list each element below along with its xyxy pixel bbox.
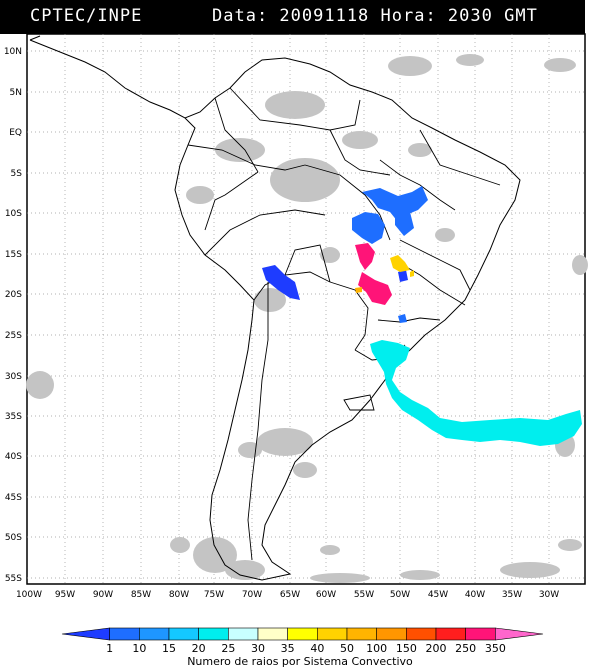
- legend-tick-labels: 1 10 15 20 25 30 35 40 50 100 150 200 250 350: [106, 642, 506, 655]
- source-label: CPTEC/INPE: [30, 6, 143, 26]
- legend-tick: 1: [106, 642, 113, 655]
- x-tick: 90W: [93, 590, 113, 600]
- legend-swatch: [257, 627, 288, 641]
- legend-tick: 10: [132, 642, 146, 655]
- legend-swatch: [139, 627, 170, 641]
- y-tick: 40S: [5, 452, 22, 462]
- legend-tick: 30: [251, 642, 265, 655]
- x-tick: 30W: [539, 590, 559, 600]
- legend-swatch: [495, 627, 544, 641]
- legend-swatch: [435, 627, 466, 641]
- legend-tick: 250: [455, 642, 476, 655]
- legend-tick: 20: [192, 642, 206, 655]
- x-axis-labels: 100W 95W 90W 85W 80W 75W 70W 65W 60W 55W…: [16, 590, 559, 600]
- x-tick: 70W: [242, 590, 262, 600]
- x-tick: 65W: [280, 590, 300, 600]
- legend-swatch: [465, 627, 496, 641]
- x-tick: 75W: [204, 590, 224, 600]
- x-tick: 100W: [16, 590, 42, 600]
- legend-swatch: [406, 627, 437, 641]
- x-tick: 55W: [354, 590, 374, 600]
- y-tick: 10S: [5, 209, 22, 219]
- legend-swatch: [168, 627, 199, 641]
- country-borders: [187, 87, 501, 561]
- legend-tick: 100: [366, 642, 387, 655]
- legend-swatch: [346, 627, 377, 641]
- y-tick: 35S: [5, 412, 22, 422]
- legend-tick: 50: [340, 642, 354, 655]
- date-time-label: Data: 20091118 Hora: 2030 GMT: [212, 6, 538, 26]
- y-tick: 20S: [5, 290, 22, 300]
- legend-swatch: [317, 627, 348, 641]
- legend-tick: 35: [281, 642, 295, 655]
- x-tick: 80W: [169, 590, 189, 600]
- legend-tick: 25: [221, 642, 235, 655]
- lightning-cluster-icon: [262, 186, 582, 446]
- legend-swatch: [228, 627, 259, 641]
- legend-swatch: [61, 627, 110, 641]
- y-tick: 5S: [11, 169, 23, 179]
- legend-caption: Numero de raios por Sistema Convectivo: [187, 655, 413, 668]
- y-tick: 55S: [5, 574, 22, 584]
- y-tick: 10N: [4, 47, 22, 57]
- legend-swatch: [287, 627, 318, 641]
- x-tick: 40W: [465, 590, 485, 600]
- y-tick: 45S: [5, 493, 22, 503]
- legend-swatch: [109, 627, 140, 641]
- y-tick: 15S: [5, 250, 22, 260]
- coastline: [29, 35, 521, 581]
- legend-swatch: [376, 627, 407, 641]
- y-tick: 50S: [5, 533, 22, 543]
- title-bar: CPTEC/INPE Data: 20091118 Hora: 2030 GMT: [0, 0, 585, 34]
- y-tick: 30S: [5, 372, 22, 382]
- legend-tick: 200: [426, 642, 447, 655]
- y-axis-labels: 10N 5N EQ 5S 10S 15S 20S 25S 30S 35S 40S…: [4, 47, 22, 584]
- color-legend: [61, 627, 544, 641]
- x-tick: 95W: [55, 590, 75, 600]
- legend-swatch: [198, 627, 229, 641]
- y-tick: 5N: [10, 88, 22, 98]
- legend-tick: 150: [396, 642, 417, 655]
- legend-tick: 350: [485, 642, 506, 655]
- x-tick: 85W: [131, 590, 151, 600]
- graticule: [27, 34, 585, 584]
- y-tick: EQ: [9, 128, 22, 138]
- x-tick: 45W: [428, 590, 448, 600]
- x-tick: 50W: [390, 590, 410, 600]
- legend-tick: 15: [162, 642, 176, 655]
- x-tick: 35W: [502, 590, 522, 600]
- x-tick: 60W: [316, 590, 336, 600]
- legend-tick: 40: [310, 642, 324, 655]
- y-tick: 25S: [5, 331, 22, 341]
